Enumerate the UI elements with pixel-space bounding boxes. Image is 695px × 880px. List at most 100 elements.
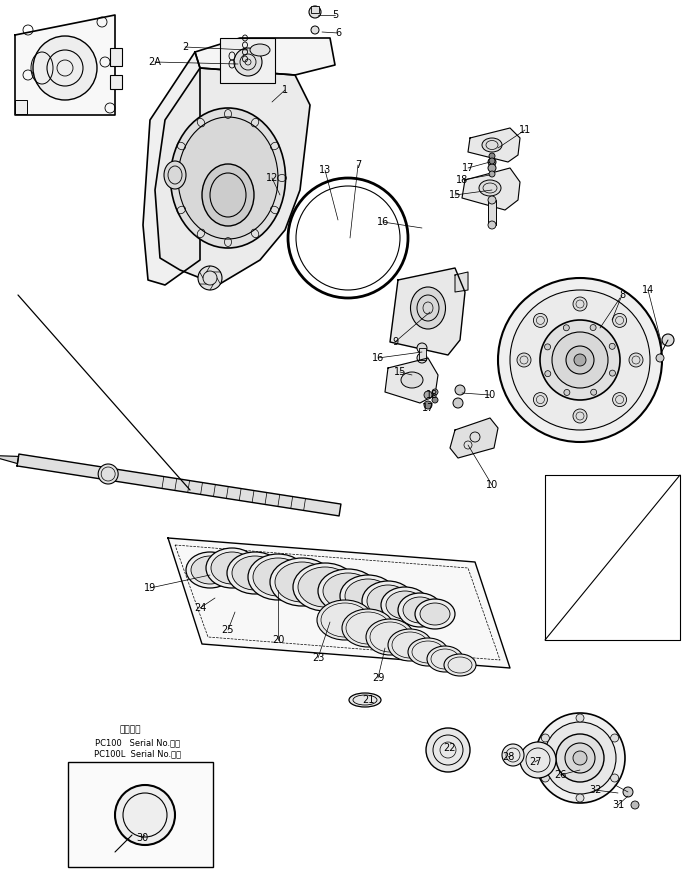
Ellipse shape <box>386 591 424 619</box>
Ellipse shape <box>318 569 378 613</box>
Circle shape <box>489 171 495 177</box>
Ellipse shape <box>482 138 502 152</box>
Circle shape <box>533 392 548 407</box>
Ellipse shape <box>388 629 432 661</box>
Text: 9: 9 <box>392 337 398 347</box>
Text: 17: 17 <box>461 163 474 173</box>
Ellipse shape <box>253 558 303 596</box>
Polygon shape <box>15 15 115 115</box>
Ellipse shape <box>381 587 429 623</box>
Text: 30: 30 <box>136 833 148 843</box>
Circle shape <box>417 353 427 363</box>
Circle shape <box>424 391 432 399</box>
Text: 31: 31 <box>612 800 624 810</box>
Circle shape <box>498 278 662 442</box>
Bar <box>220 38 275 83</box>
Circle shape <box>610 343 615 349</box>
Circle shape <box>611 774 619 782</box>
Circle shape <box>309 6 321 18</box>
Circle shape <box>489 158 495 164</box>
Polygon shape <box>195 38 335 75</box>
Circle shape <box>556 734 604 782</box>
Text: 17: 17 <box>422 403 434 413</box>
Circle shape <box>417 343 427 353</box>
Ellipse shape <box>411 287 445 329</box>
Ellipse shape <box>345 579 391 613</box>
Ellipse shape <box>178 117 278 239</box>
Text: PC100L  Serial No.・～: PC100L Serial No.・～ <box>95 750 181 759</box>
Text: 15: 15 <box>449 190 461 200</box>
Circle shape <box>453 398 463 408</box>
Ellipse shape <box>342 609 394 647</box>
Polygon shape <box>17 454 341 516</box>
Text: 15: 15 <box>394 367 406 377</box>
Circle shape <box>576 714 584 722</box>
Text: PC100   Serial No.・～: PC100 Serial No.・～ <box>95 738 181 747</box>
Circle shape <box>510 290 650 430</box>
Ellipse shape <box>250 44 270 56</box>
Ellipse shape <box>408 638 448 666</box>
Ellipse shape <box>403 597 437 623</box>
Circle shape <box>540 320 620 400</box>
Ellipse shape <box>191 556 229 584</box>
Ellipse shape <box>340 575 396 617</box>
Circle shape <box>533 313 548 327</box>
Bar <box>110 75 122 89</box>
Text: 22: 22 <box>443 743 456 753</box>
Ellipse shape <box>211 552 253 584</box>
Ellipse shape <box>232 556 278 590</box>
Circle shape <box>629 353 643 367</box>
Text: 21: 21 <box>362 695 374 705</box>
Polygon shape <box>155 68 310 285</box>
Bar <box>311 6 319 13</box>
Circle shape <box>623 787 633 797</box>
Text: 24: 24 <box>194 603 206 613</box>
Text: 18: 18 <box>456 175 468 185</box>
Text: 27: 27 <box>529 757 541 767</box>
Bar <box>110 48 122 66</box>
Polygon shape <box>390 268 465 355</box>
Circle shape <box>517 353 531 367</box>
Text: 12: 12 <box>265 173 278 183</box>
Circle shape <box>535 713 625 803</box>
Text: 18: 18 <box>426 390 438 400</box>
Circle shape <box>488 221 496 229</box>
Text: 10: 10 <box>486 480 498 490</box>
Circle shape <box>488 158 496 166</box>
Ellipse shape <box>367 585 409 617</box>
Circle shape <box>564 325 569 331</box>
Bar <box>488 200 496 225</box>
Circle shape <box>98 464 118 484</box>
Text: 通用号版: 通用号版 <box>120 725 141 735</box>
Ellipse shape <box>186 552 234 588</box>
Circle shape <box>33 36 97 100</box>
Ellipse shape <box>444 654 476 676</box>
Text: 29: 29 <box>372 673 384 683</box>
Circle shape <box>541 734 549 742</box>
Ellipse shape <box>479 180 501 196</box>
Text: 25: 25 <box>222 625 234 635</box>
Text: 19: 19 <box>144 583 156 593</box>
Circle shape <box>455 385 465 395</box>
Circle shape <box>573 297 587 311</box>
Text: 23: 23 <box>312 653 324 663</box>
Text: 10: 10 <box>484 390 496 400</box>
Text: 20: 20 <box>272 635 284 645</box>
Polygon shape <box>143 52 200 285</box>
Ellipse shape <box>202 164 254 226</box>
Ellipse shape <box>275 562 329 602</box>
Ellipse shape <box>206 548 258 588</box>
Ellipse shape <box>420 603 450 625</box>
Text: 7: 7 <box>355 160 361 170</box>
Bar <box>419 348 426 360</box>
Bar <box>15 100 27 114</box>
Ellipse shape <box>398 593 442 627</box>
Text: 1: 1 <box>282 85 288 95</box>
Text: 5: 5 <box>332 10 338 20</box>
Circle shape <box>552 332 608 388</box>
Ellipse shape <box>366 619 414 655</box>
Circle shape <box>234 48 262 76</box>
Text: 2: 2 <box>182 42 188 52</box>
Text: 8: 8 <box>619 290 625 300</box>
Circle shape <box>426 728 470 772</box>
